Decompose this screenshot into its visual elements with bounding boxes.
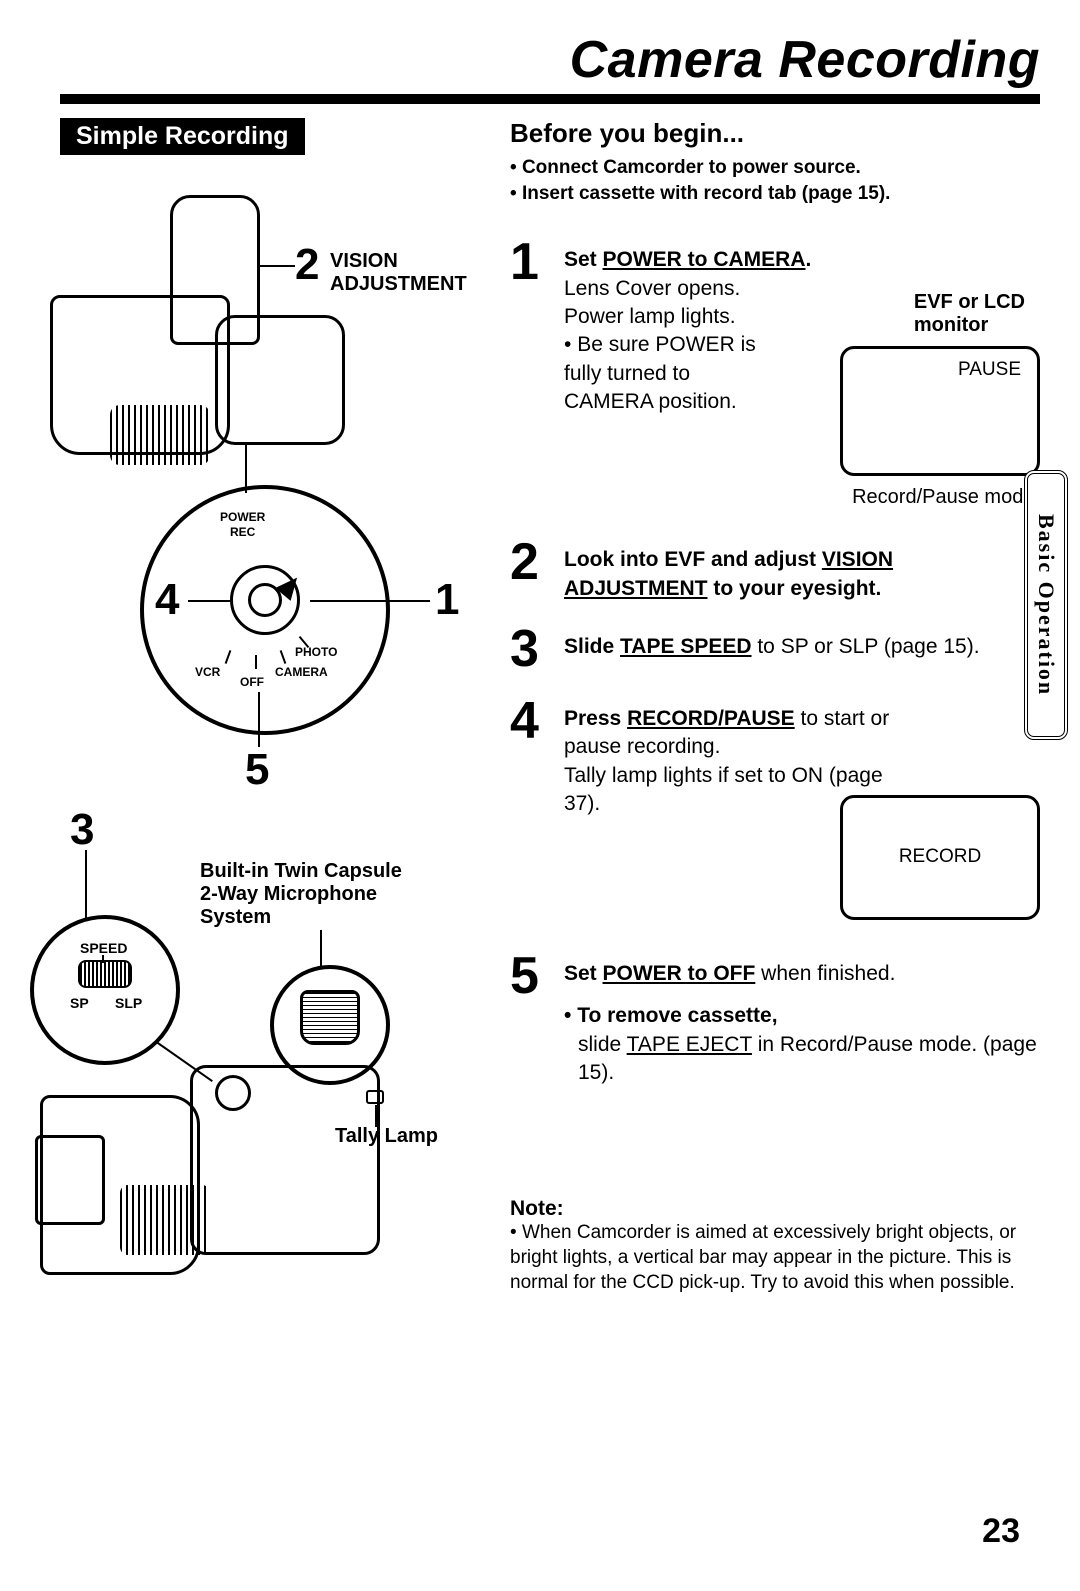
dial-camera-label: CAMERA [275, 665, 328, 679]
section-label: Simple Recording [60, 118, 305, 155]
dial-photo-label: PHOTO [295, 645, 337, 659]
remove-u: TAPE EJECT [627, 1033, 752, 1056]
step-5-lead-u: POWER to OFF [603, 962, 756, 985]
step-1-number: 1 [510, 236, 550, 516]
callout-num-4: 4 [155, 575, 179, 625]
record-display-box: RECORD [840, 795, 1040, 920]
step-3-lead-a: Slide [564, 635, 620, 658]
pause-display-box: PAUSE [840, 346, 1040, 476]
step-1-line2: Lens Cover opens. [564, 277, 740, 300]
slp-label: SLP [115, 995, 142, 1011]
step-4-lead-u: RECORD/PAUSE [627, 707, 795, 730]
side-tab-basic-operation: Basic Operation [1024, 470, 1068, 740]
dial-power-label: POWER [220, 510, 265, 524]
microphone-label: Built-in Twin Capsule 2-Way Microphone S… [200, 860, 402, 929]
step-3-number: 3 [510, 623, 550, 675]
sp-label: SP [70, 995, 89, 1011]
record-pause-caption: Record/Pause mode. [852, 486, 1040, 509]
step-4: 4 Press RECORD/PAUSE to start or pause r… [510, 695, 1040, 930]
step-2-lead-a: Look into EVF and adjust [564, 548, 822, 571]
speed-label: SPEED [80, 940, 127, 956]
step-3: 3 Slide TAPE SPEED to SP or SLP (page 15… [510, 623, 1040, 675]
dial-off-label: OFF [240, 675, 264, 689]
before-bullet-2: Insert cassette with record tab (page 15… [510, 181, 1040, 207]
before-you-begin-list: Connect Camcorder to power source. Inser… [510, 155, 1040, 206]
step-2-u1: VISION [822, 548, 893, 571]
step-3-lead-u: TAPE SPEED [620, 635, 751, 658]
before-bullet-1: Connect Camcorder to power source. [510, 155, 1040, 181]
pause-text: PAUSE [958, 359, 1021, 381]
step-5-number: 5 [510, 950, 550, 1087]
step-2: 2 Look into EVF and adjust VISION ADJUST… [510, 536, 1040, 603]
step-1-line3: Power lamp lights. [564, 305, 736, 328]
note-body: When Camcorder is aimed at excessively b… [510, 1221, 1040, 1295]
vision-adjustment-label: VISION ADJUSTMENT [330, 250, 467, 296]
illustration-bottom: 3 Built-in Twin Capsule 2-Way Microphone… [60, 805, 480, 1385]
step-1-bullet: Be sure POWER is fully turned to CAMERA … [564, 331, 764, 416]
callout-num-3: 3 [70, 805, 94, 855]
callout-num-1: 1 [435, 575, 459, 625]
step-3-lead-b: to SP or SLP (page 15). [752, 635, 980, 658]
step-1-lead-b: . [806, 248, 812, 271]
dial-rec-label: REC [230, 525, 255, 539]
step-1-lead-a: Set [564, 248, 603, 271]
page-title: Camera Recording [60, 30, 1040, 90]
callout-num-2: 2 [295, 240, 319, 290]
record-text: RECORD [899, 846, 981, 868]
remove-a: slide [578, 1033, 627, 1056]
step-1: 1 Set POWER to CAMERA. Lens Cover opens.… [510, 236, 1040, 516]
tally-lamp-label: Tally Lamp [335, 1125, 438, 1148]
step-2-number: 2 [510, 536, 550, 603]
callout-num-5: 5 [245, 745, 269, 795]
step-5-lead-a: Set [564, 962, 603, 985]
step-2-u2: ADJUSTMENT [564, 577, 708, 600]
step-5: 5 Set POWER to OFF when finished. • To r… [510, 950, 1040, 1087]
evf-lcd-label: EVF or LCD monitor [914, 291, 1025, 337]
step-1-lead-u: POWER to CAMERA [603, 248, 806, 271]
illustration-top: 2 VISION ADJUSTMENT POWER REC VCR OFF CA… [60, 205, 480, 805]
step-4-line2: Tally lamp lights if set to ON (page 37)… [564, 764, 883, 815]
title-rule [60, 94, 1040, 104]
step-5-lead-b: when finished. [755, 962, 895, 985]
dial-vcr-label: VCR [195, 665, 220, 679]
step-4-number: 4 [510, 695, 550, 930]
remove-cassette-head: To remove cassette, [577, 1004, 777, 1027]
page-number: 23 [982, 1512, 1020, 1551]
before-you-begin-heading: Before you begin... [510, 118, 1040, 149]
step-2-lead-b: to your eyesight. [708, 577, 882, 600]
note-heading: Note: [510, 1197, 1040, 1221]
step-4-lead-a: Press [564, 707, 627, 730]
